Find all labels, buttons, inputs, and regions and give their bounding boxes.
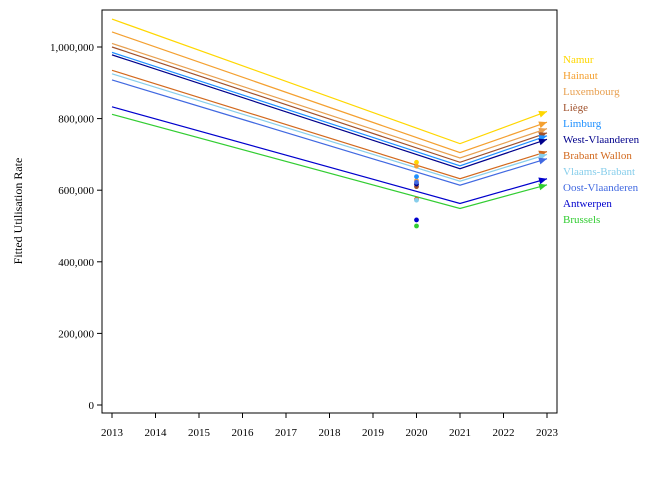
plot-frame: [101, 9, 558, 414]
y-tick-label: 1,000,000: [50, 42, 95, 54]
data-point-2020: [414, 159, 419, 165]
data-point-2020: [414, 217, 419, 223]
series-line: [111, 46, 548, 163]
series-arrowhead: [538, 157, 547, 165]
x-tick-label: 2013: [101, 427, 124, 439]
y-tick-label: 600,000: [58, 185, 94, 197]
series-line: [111, 42, 548, 159]
x-tick-label: 2017: [275, 427, 298, 439]
legend-entry: Oost-Vlaanderen: [563, 182, 639, 194]
x-tick-label: 2015: [188, 427, 211, 439]
series-line: [111, 106, 548, 205]
y-axis: 0 200,000 400,000 600,000 800,000 1,000,000: [50, 42, 102, 412]
series-line: [111, 31, 548, 154]
data-point-2020: [414, 174, 419, 179]
x-tick-label: 2014: [145, 427, 168, 439]
x-axis: 2013 2014 2015 2016 2017 2018 2019 2020 2021 2022…: [101, 413, 559, 439]
series-lines: [111, 18, 548, 210]
series-line: [111, 79, 548, 186]
series-arrowhead: [538, 183, 547, 191]
y-tick-label: 0: [89, 400, 95, 412]
legend-entry: West-Vlaanderen: [563, 134, 640, 146]
points-2020: [414, 159, 419, 229]
y-axis-title: Fitted Utilisation Rate: [11, 158, 25, 265]
x-tick-label: 2020: [406, 427, 429, 439]
series-arrowhead: [538, 177, 547, 185]
legend-entry: Vlaams-Brabant: [563, 166, 635, 178]
x-tick-label: 2018: [319, 427, 342, 439]
legend: Namur Hainaut Luxembourg Liège Limburg West-V…: [563, 54, 640, 226]
series-line: [111, 54, 548, 170]
x-tick-label: 2016: [232, 427, 255, 439]
series-line: [111, 73, 548, 182]
series-arrowhead: [538, 138, 547, 146]
series-line: [111, 51, 548, 167]
x-tick-label: 2019: [362, 427, 385, 439]
x-tick-label: 2021: [449, 427, 471, 439]
y-tick-label: 800,000: [58, 114, 94, 126]
x-tick-label: 2022: [493, 427, 515, 439]
data-point-2020: [414, 197, 419, 203]
y-tick-label: 400,000: [58, 257, 94, 269]
series-arrowhead: [538, 110, 547, 118]
legend-entry: Brussels: [563, 214, 600, 226]
x-tick-label: 2023: [536, 427, 559, 439]
y-tick-label: 200,000: [58, 328, 94, 340]
legend-entry: Hainaut: [563, 70, 598, 82]
legend-entry: Namur: [563, 54, 594, 66]
series-line: [111, 113, 548, 210]
series-arrowhead: [538, 121, 547, 129]
data-point-2020: [414, 179, 419, 185]
legend-entry: Limburg: [563, 118, 602, 130]
series-line: [111, 18, 548, 145]
data-point-2020: [414, 163, 419, 169]
series-line: [111, 69, 548, 180]
legend-entry: Antwerpen: [563, 198, 612, 210]
legend-entry: Luxembourg: [563, 86, 620, 98]
data-point-2020: [414, 223, 419, 229]
legend-entry: Liège: [563, 102, 588, 114]
legend-entry: Brabant Wallon: [563, 150, 632, 162]
